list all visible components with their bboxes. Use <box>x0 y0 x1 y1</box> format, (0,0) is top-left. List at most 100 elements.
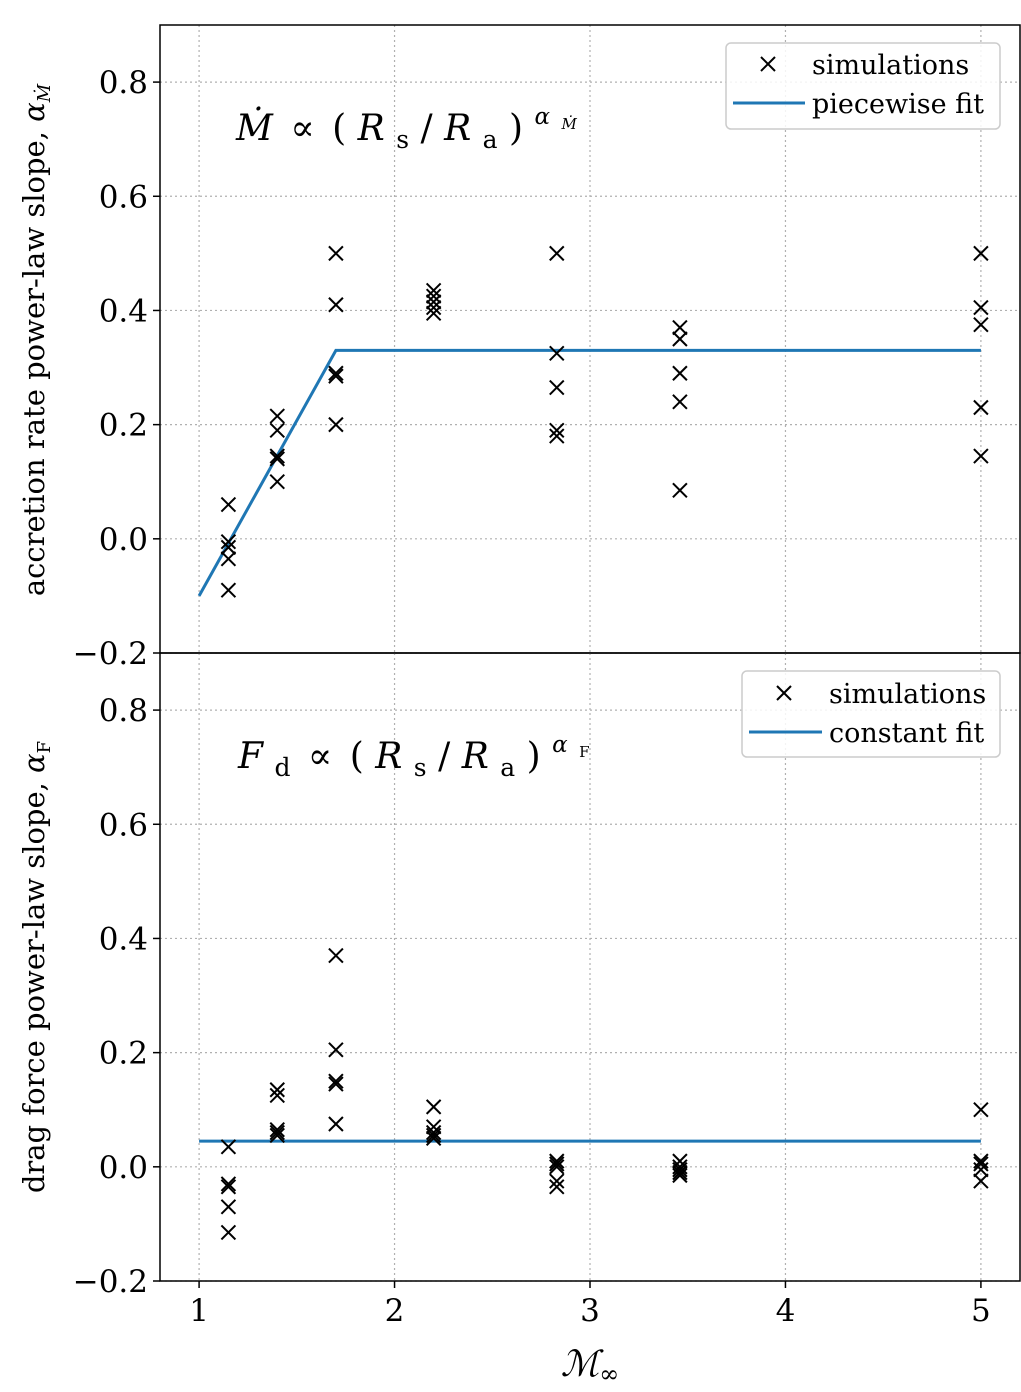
x-marker-stroke <box>328 365 344 381</box>
x-marker-stroke <box>549 422 565 439</box>
legend-marker-simulations-top <box>760 56 776 72</box>
x-marker-stroke <box>328 245 344 262</box>
x-marker-stroke <box>973 1102 989 1118</box>
x-marker-stroke <box>549 1179 565 1195</box>
y-axis-label-top: accretion rate power-law slope, αṀ <box>17 83 55 596</box>
x-marker-stroke <box>549 1159 565 1175</box>
data-point <box>973 1156 989 1172</box>
points-top <box>220 245 989 598</box>
x-marker-stroke <box>425 294 442 310</box>
data-point <box>269 408 285 424</box>
x-marker-stroke <box>425 288 442 304</box>
x-marker-stroke <box>549 1153 565 1169</box>
data-point <box>672 365 688 381</box>
data-point <box>973 1161 989 1178</box>
y-tick-label: −0.2 <box>73 1264 148 1300</box>
data-point <box>328 297 344 313</box>
data-point <box>672 482 688 498</box>
y-label-text-top: accretion rate power-law slope, <box>17 122 51 596</box>
x-marker-stroke <box>269 474 285 490</box>
x-marker-stroke <box>549 345 565 361</box>
data-point <box>549 422 565 439</box>
annot2-open: ( <box>350 736 364 777</box>
x-marker-stroke <box>672 319 688 336</box>
data-point <box>549 428 565 444</box>
annot-slash: / <box>421 108 434 149</box>
annot-close: ) <box>509 108 523 149</box>
annot-prop: ∝ <box>290 108 314 149</box>
data-point <box>425 299 442 316</box>
data-point <box>220 1224 237 1241</box>
data-point <box>549 379 565 396</box>
data-point <box>328 1073 344 1089</box>
data-point <box>269 1082 285 1098</box>
x-tick-label: 2 <box>385 1293 405 1329</box>
x-tick-label: 5 <box>971 1293 991 1329</box>
x-marker-stroke <box>549 245 565 262</box>
x-marker-stroke <box>973 245 989 262</box>
x-marker-stroke <box>328 297 344 313</box>
y-ticks-top: −0.2 0.0 0.2 0.4 0.6 0.8 <box>73 65 160 672</box>
legend-label-constant: constant fit <box>829 718 984 749</box>
legend-frame-bottom <box>741 670 1001 758</box>
x-marker-stroke <box>672 1161 688 1178</box>
data-point <box>328 416 344 433</box>
y-label-sym-bottom: α <box>17 753 51 773</box>
data-point <box>425 1127 442 1144</box>
legend-bottom: simulations constant fit <box>741 670 1001 758</box>
data-point <box>973 317 989 333</box>
x-tick-label: 1 <box>189 1293 209 1329</box>
data-point <box>328 1076 344 1092</box>
data-point <box>220 1176 237 1192</box>
x-marker-stroke <box>269 1087 285 1104</box>
annot-s2: a <box>483 125 498 154</box>
annot-lhs: Ṁ <box>235 107 274 149</box>
x-marker-stroke <box>269 1082 285 1098</box>
data-point <box>220 582 237 598</box>
annot2-r2: R <box>461 736 489 777</box>
x-marker-stroke <box>328 368 344 384</box>
data-point <box>328 368 344 384</box>
x-marker-stroke <box>220 551 237 567</box>
data-point <box>973 299 989 316</box>
x-marker-stroke <box>220 533 237 550</box>
x-marker-stroke <box>549 428 565 444</box>
x-marker-stroke <box>269 408 285 424</box>
x-marker-stroke <box>425 1130 442 1146</box>
legend-top: simulations piecewise fit <box>725 42 1001 130</box>
annot-exp: α <box>535 104 551 130</box>
data-point <box>328 1116 344 1132</box>
data-point <box>425 1124 442 1141</box>
y-label-sym-top: α <box>17 102 51 122</box>
y-tick-label: 0.4 <box>99 921 148 957</box>
x-marker-stroke <box>425 1124 442 1141</box>
x-marker-stroke <box>269 1127 285 1144</box>
y-tick-label: 0.0 <box>99 1150 148 1186</box>
points-bottom <box>220 947 989 1241</box>
x-marker-stroke <box>672 1167 688 1184</box>
data-point <box>220 1179 237 1195</box>
y-label-sub-bottom: F <box>34 741 55 754</box>
legend-frame-top <box>725 42 1001 130</box>
data-point <box>269 474 285 490</box>
x-marker-stroke <box>328 947 344 964</box>
data-point <box>220 1199 237 1215</box>
y-tick-label: 0.8 <box>99 693 148 729</box>
data-point <box>672 1167 688 1184</box>
fit-line <box>197 348 981 597</box>
data-point <box>549 1153 565 1169</box>
annot2-lhs-sub: d <box>274 753 290 782</box>
x-marker-stroke <box>269 1124 285 1141</box>
x-marker-stroke <box>220 539 237 556</box>
x-marker-stroke <box>672 394 688 410</box>
plot-frame-bottom <box>159 652 1021 1282</box>
annot2-lhs: F <box>237 736 265 777</box>
annot2-s2: a <box>500 753 515 782</box>
x-marker-stroke <box>425 282 442 299</box>
x-marker-stroke <box>549 1173 565 1189</box>
data-point <box>672 331 688 347</box>
x-tick-label: 4 <box>776 1293 796 1329</box>
x-marker-stroke <box>549 379 565 396</box>
legend-label-simulations-bottom: simulations <box>829 679 986 710</box>
annot-s1: s <box>396 125 409 154</box>
